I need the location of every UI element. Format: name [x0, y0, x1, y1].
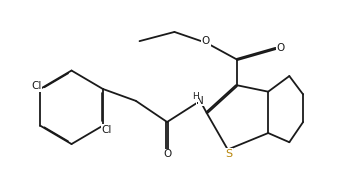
Text: H: H — [192, 92, 199, 101]
Text: Cl: Cl — [31, 81, 41, 91]
Text: O: O — [276, 43, 284, 53]
Text: O: O — [163, 149, 171, 159]
Text: Cl: Cl — [101, 125, 112, 135]
Text: O: O — [202, 36, 210, 46]
Text: N: N — [196, 96, 204, 106]
Text: S: S — [225, 149, 232, 159]
